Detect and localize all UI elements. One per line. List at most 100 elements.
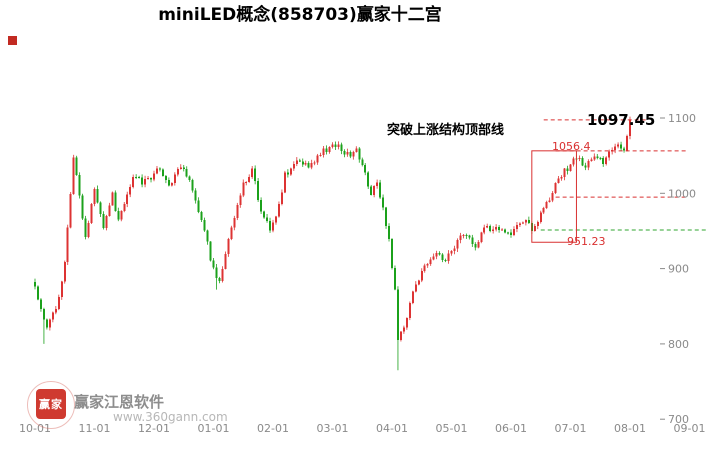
y-axis-tick-label: 800 xyxy=(668,338,689,351)
candle-body xyxy=(545,201,548,208)
candle-body xyxy=(411,291,414,303)
candle-body xyxy=(396,289,399,340)
candle-body xyxy=(203,219,206,231)
candle-body xyxy=(453,248,456,252)
candle-body xyxy=(147,177,150,180)
candle-body xyxy=(557,178,560,183)
candle-body xyxy=(462,234,465,236)
candle-body xyxy=(373,186,376,196)
candle-body xyxy=(474,243,477,248)
candle-body xyxy=(533,225,536,232)
candle-body xyxy=(480,232,483,242)
candle-body xyxy=(57,296,60,309)
candle-body xyxy=(382,197,385,208)
candle-body xyxy=(155,168,158,174)
candle-body xyxy=(75,157,78,175)
candle-body xyxy=(465,234,468,236)
candle-body xyxy=(605,157,608,165)
candle-body xyxy=(391,239,393,268)
candle-body xyxy=(515,225,518,230)
candle-body xyxy=(402,327,405,332)
candle-body xyxy=(81,195,84,219)
candle-body xyxy=(99,202,102,214)
candle-body xyxy=(114,192,117,211)
candle-body xyxy=(587,160,590,168)
candle-body xyxy=(468,235,471,238)
candle-body xyxy=(512,229,515,235)
candle-body xyxy=(102,213,105,229)
candle-body xyxy=(370,186,373,196)
candle-body xyxy=(578,157,581,159)
candle-body xyxy=(93,188,96,204)
candle-body xyxy=(251,168,254,177)
candle-body xyxy=(432,256,435,260)
candle-body xyxy=(414,284,417,292)
candle-body xyxy=(518,223,521,226)
candle-body xyxy=(206,230,209,242)
candle-body xyxy=(524,219,527,223)
candle-body xyxy=(272,222,274,231)
candle-body xyxy=(352,151,355,157)
candle-body xyxy=(269,221,272,231)
candle-body xyxy=(254,168,257,181)
candle-body xyxy=(292,163,295,169)
structure-box xyxy=(531,150,577,243)
candle-body xyxy=(60,281,63,297)
candle-body xyxy=(117,210,120,220)
candle-body xyxy=(218,277,221,281)
candle-body xyxy=(191,180,194,191)
candle-body xyxy=(614,146,617,150)
candle-body xyxy=(245,182,248,184)
candle-body xyxy=(379,182,382,198)
chart-title: miniLED概念(858703)赢家十二宫 xyxy=(158,5,442,25)
x-axis-month-label: 04-01 xyxy=(376,422,408,435)
candle-body xyxy=(108,205,111,217)
candle-body xyxy=(423,265,426,271)
candle-body xyxy=(456,239,459,249)
candle-body xyxy=(173,174,176,183)
candle-body xyxy=(501,229,504,231)
candle-body xyxy=(301,161,304,165)
y-axis-tick-label: 900 xyxy=(668,263,689,276)
candle-body xyxy=(233,218,236,228)
candle-body xyxy=(280,192,283,204)
candle-body xyxy=(367,172,370,187)
candle-body xyxy=(471,237,474,244)
candle-body xyxy=(313,162,316,164)
x-axis-month-label: 06-01 xyxy=(495,422,527,435)
candle-body xyxy=(126,194,129,204)
candle-body xyxy=(477,241,480,248)
candle-body xyxy=(521,222,524,224)
candle-body xyxy=(444,259,447,261)
candle-body xyxy=(337,144,340,148)
x-axis-month-label: 11-01 xyxy=(79,422,111,435)
candle-body xyxy=(539,212,542,222)
x-axis-month-label: 07-01 xyxy=(555,422,587,435)
candle-body xyxy=(194,190,197,201)
candle-body xyxy=(48,319,51,328)
candle-body xyxy=(176,168,179,175)
x-axis-month-label: 05-01 xyxy=(436,422,468,435)
candle-body xyxy=(257,180,260,200)
candle-body xyxy=(492,229,495,231)
candle-body xyxy=(417,280,420,285)
candle-body xyxy=(182,167,185,170)
candle-body xyxy=(590,159,593,161)
candle-body xyxy=(227,238,230,254)
x-axis-month-label: 03-01 xyxy=(317,422,349,435)
candle-body xyxy=(626,135,629,151)
candle-body xyxy=(349,151,352,157)
candle-body xyxy=(63,261,66,282)
candle-body xyxy=(42,308,45,320)
candle-body xyxy=(170,182,173,186)
candle-body xyxy=(572,158,575,165)
candle-body xyxy=(608,151,611,158)
candle-body xyxy=(527,219,530,224)
candle-body xyxy=(399,331,402,340)
candle-body xyxy=(486,226,489,228)
candle-body xyxy=(459,235,462,240)
candle-body xyxy=(266,217,269,222)
candle-body xyxy=(138,177,141,179)
